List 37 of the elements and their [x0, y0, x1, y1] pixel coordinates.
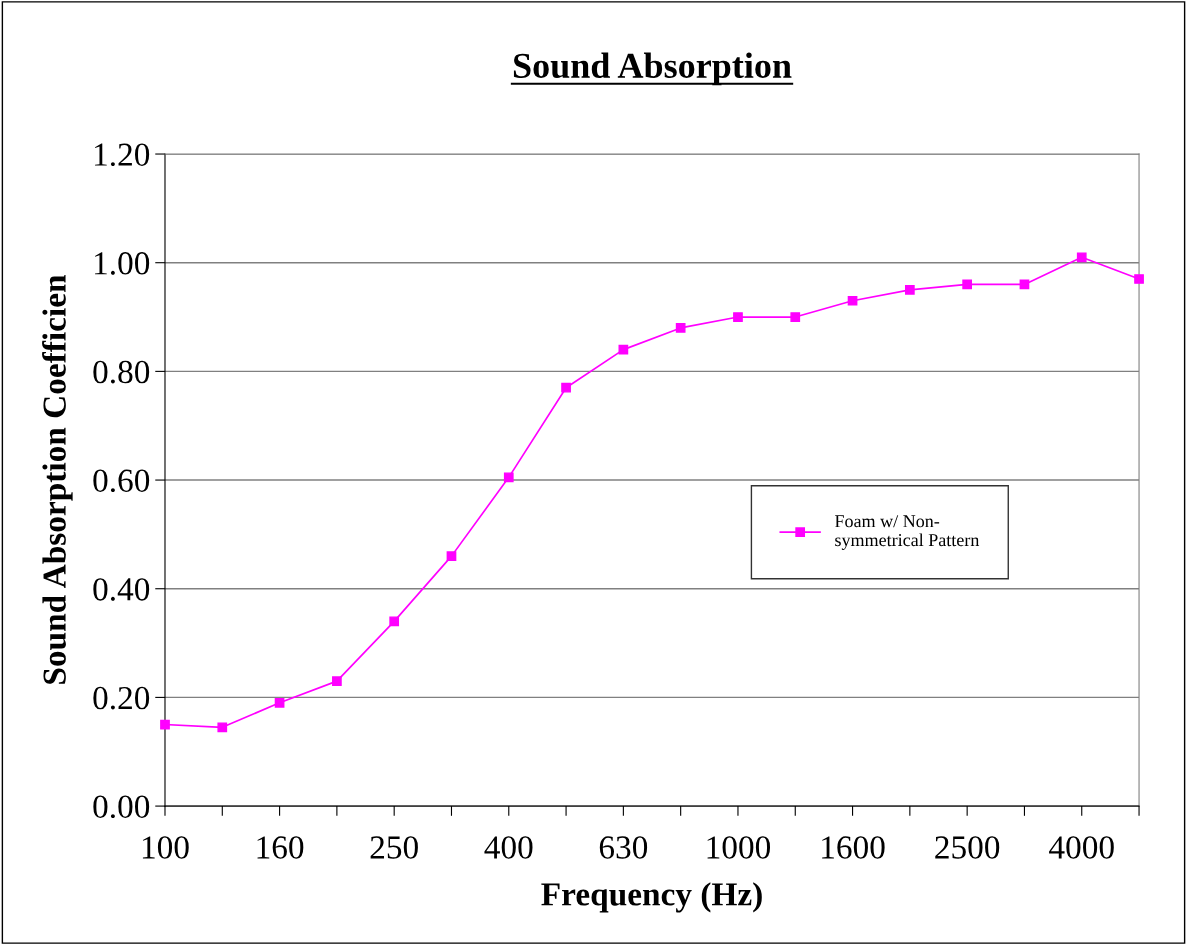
- point: [904, 285, 915, 295]
- x-tick-label: 100: [142, 836, 189, 859]
- y-tick-label: 0.80: [93, 360, 150, 384]
- x-tick-label: 1000: [707, 836, 771, 859]
- x-tick-label: 400: [484, 836, 533, 859]
- point: [790, 312, 801, 322]
- y-tick-label: 1.00: [95, 252, 150, 275]
- x-tick-label: 160: [257, 836, 304, 859]
- x-tick-label: 1600: [822, 836, 885, 859]
- point: [389, 616, 400, 627]
- x-axis-title: Frequency (Hz): [541, 882, 762, 913]
- legend-label: Foam w/ Non-symmetrical Pattern: [834, 515, 980, 550]
- point: [1076, 252, 1087, 263]
- point: [446, 551, 457, 561]
- x-tick-label: 4000: [1049, 836, 1114, 859]
- y-tick-label: 0.60: [93, 469, 150, 493]
- point: [160, 719, 170, 730]
- x-tick-label: 630: [599, 836, 648, 859]
- point: [1134, 274, 1144, 284]
- point: [847, 295, 858, 306]
- point: [962, 279, 973, 290]
- point: [332, 676, 342, 686]
- x-tick-label: 250: [370, 836, 418, 859]
- point: [217, 722, 228, 733]
- y-tick-label: 1.20: [95, 143, 150, 167]
- x-tick-label: 2500: [935, 836, 1000, 859]
- point: [274, 697, 285, 708]
- y-tick-label: 0.40: [93, 578, 150, 601]
- point: [618, 344, 629, 355]
- point: [503, 472, 514, 483]
- point: [561, 382, 571, 393]
- point: [733, 312, 743, 322]
- y-axis-title: Sound Absorption Coefficien: [42, 274, 73, 684]
- y-tick-label: 0.20: [93, 686, 150, 710]
- chart-title: Sound Absorption: [513, 52, 792, 86]
- point: [675, 323, 686, 333]
- y-tick-label: 0.00: [93, 795, 150, 819]
